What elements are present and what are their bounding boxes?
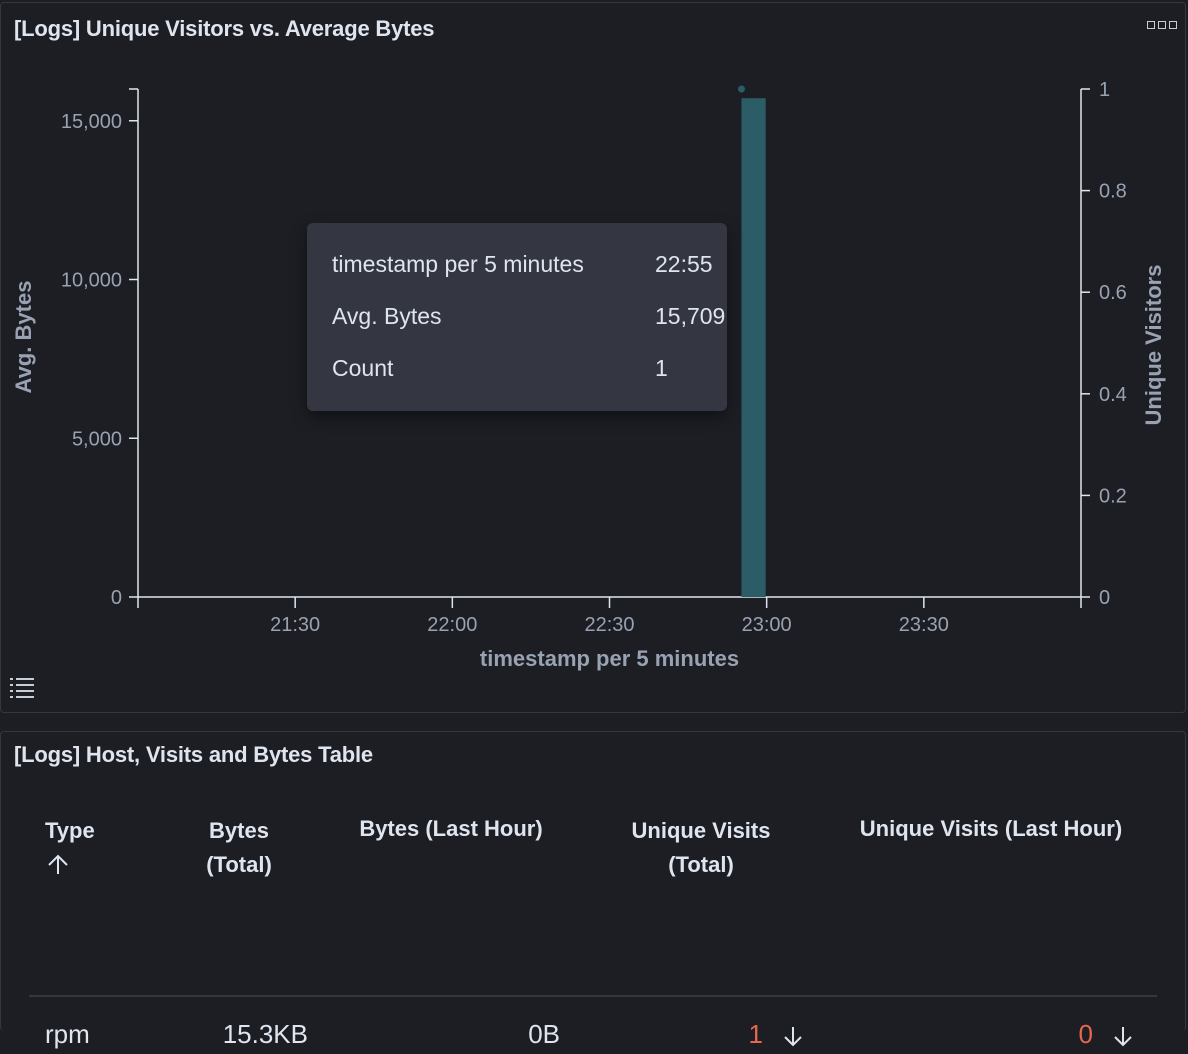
column-header-label: Unique Visits (Last Hour) <box>859 816 1123 841</box>
y2-tick-label: 1 <box>1099 79 1110 101</box>
y2-tick-label: 0.2 <box>1099 485 1127 507</box>
y2-tick-label: 0.4 <box>1099 384 1127 406</box>
chart-panel-title: [Logs] Unique Visitors vs. Average Bytes <box>14 16 435 41</box>
y2-tick-label: 0.8 <box>1099 181 1127 203</box>
y2-tick-label: 0.6 <box>1099 282 1127 304</box>
column-header-unique-visits-last-hour[interactable]: Unique Visits (Last Hour) <box>841 812 1141 846</box>
legend-toggle-icon[interactable] <box>9 675 35 701</box>
y-tick-label: 15,000 <box>61 111 122 133</box>
column-header-label: Bytes <box>209 818 269 843</box>
x-tick-label: 23:30 <box>899 614 949 636</box>
column-header-bytes-last-hour[interactable]: Bytes (Last Hour) <box>344 812 558 846</box>
line-point <box>737 85 745 93</box>
column-header-bytes-total[interactable]: Bytes (Total) <box>179 814 299 882</box>
tooltip-label: Avg. Bytes <box>332 303 442 329</box>
cell-bytes-last-hour: 0B <box>528 1019 560 1049</box>
x-tick-label: 21:30 <box>270 614 320 636</box>
x-tick-label: 22:00 <box>427 614 477 636</box>
x-tick-label: 23:00 <box>742 614 792 636</box>
cell-bytes-total: 15.3KB <box>222 1019 308 1049</box>
arrow-down-icon[interactable] <box>781 1024 805 1048</box>
tooltip-row: timestamp per 5 minutes 22:55 <box>332 251 713 278</box>
chart-panel: [Logs] Unique Visitors vs. Average Bytes… <box>0 2 1186 713</box>
tooltip-value: 22:55 <box>655 251 713 277</box>
panel-options-icon[interactable] <box>1147 21 1177 29</box>
y-axis-label: Avg. Bytes <box>11 281 36 394</box>
x-tick-label: 22:30 <box>584 614 634 636</box>
chart: 0 5,000 10,000 15,000 0 0.2 0.4 0.6 0.8 1 21:30 22:… <box>11 79 1166 671</box>
table-panel: [Logs] Host, Visits and Bytes Table Type… <box>0 731 1186 1049</box>
column-header-label: Type <box>45 818 95 843</box>
y2-tick-label: 0 <box>1099 587 1110 609</box>
column-header-label: Bytes (Last Hour) <box>359 816 543 841</box>
bar <box>741 98 766 597</box>
tooltip-label: Count <box>332 355 394 381</box>
column-header-label: (Total) <box>206 852 272 877</box>
column-header-label: Unique Visits <box>631 818 771 843</box>
column-header-type[interactable]: Type <box>45 814 165 888</box>
cell-unique-visits-total: 1 <box>748 1019 763 1049</box>
y2-axis-label: Unique Visitors <box>1141 265 1166 426</box>
arrow-down-icon[interactable] <box>1111 1024 1135 1048</box>
chart-tooltip: timestamp per 5 minutes 22:55 Avg. Bytes… <box>307 223 727 411</box>
tooltip-value: 15,709 <box>655 303 726 329</box>
y-tick-label: 5,000 <box>72 428 122 450</box>
tooltip-row: Count 1 <box>332 355 668 382</box>
sort-ascending-icon[interactable] <box>45 852 71 878</box>
cell-type: rpm <box>45 1019 90 1049</box>
tooltip-row: Avg. Bytes 15,709 <box>332 303 725 330</box>
tooltip-value: 1 <box>655 355 668 381</box>
y-tick-label: 10,000 <box>61 270 122 292</box>
x-axis-label: timestamp per 5 minutes <box>480 646 739 671</box>
table-panel-title: [Logs] Host, Visits and Bytes Table <box>14 742 373 767</box>
column-header-unique-visits-total[interactable]: Unique Visits (Total) <box>614 814 788 882</box>
table-header-divider <box>29 995 1157 997</box>
cell-unique-visits-last-hour: 0 <box>1078 1019 1093 1049</box>
y-tick-label: 0 <box>111 587 122 609</box>
column-header-label: (Total) <box>668 852 734 877</box>
tooltip-label: timestamp per 5 minutes <box>332 251 584 277</box>
